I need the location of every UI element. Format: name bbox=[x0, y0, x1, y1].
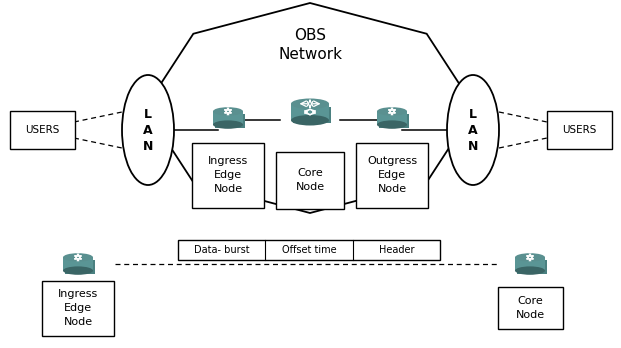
Ellipse shape bbox=[291, 98, 329, 109]
Ellipse shape bbox=[515, 267, 545, 275]
Ellipse shape bbox=[515, 253, 545, 262]
FancyBboxPatch shape bbox=[515, 258, 545, 271]
FancyBboxPatch shape bbox=[213, 111, 243, 125]
Text: USERS: USERS bbox=[25, 125, 59, 135]
FancyBboxPatch shape bbox=[42, 280, 114, 335]
Ellipse shape bbox=[63, 267, 93, 275]
Ellipse shape bbox=[377, 107, 407, 116]
FancyBboxPatch shape bbox=[497, 287, 563, 329]
FancyBboxPatch shape bbox=[546, 111, 612, 149]
FancyBboxPatch shape bbox=[377, 111, 407, 125]
FancyBboxPatch shape bbox=[293, 107, 331, 123]
Text: Header: Header bbox=[379, 245, 414, 255]
Ellipse shape bbox=[291, 115, 329, 126]
FancyBboxPatch shape bbox=[63, 258, 93, 271]
Ellipse shape bbox=[213, 107, 243, 116]
Text: OBS
Network: OBS Network bbox=[278, 28, 342, 62]
Ellipse shape bbox=[213, 120, 243, 129]
Text: Offset time: Offset time bbox=[282, 245, 337, 255]
Text: L
A
N: L A N bbox=[468, 108, 478, 152]
Text: Core
Node: Core Node bbox=[296, 168, 325, 192]
FancyBboxPatch shape bbox=[276, 151, 344, 208]
Ellipse shape bbox=[63, 253, 93, 262]
FancyBboxPatch shape bbox=[178, 240, 440, 260]
Text: USERS: USERS bbox=[562, 125, 596, 135]
Text: Ingress
Edge
Node: Ingress Edge Node bbox=[208, 156, 248, 194]
FancyBboxPatch shape bbox=[379, 114, 409, 128]
FancyBboxPatch shape bbox=[291, 104, 329, 120]
FancyBboxPatch shape bbox=[517, 260, 547, 274]
FancyBboxPatch shape bbox=[192, 142, 264, 207]
FancyBboxPatch shape bbox=[356, 142, 428, 207]
Text: Core
Node: Core Node bbox=[515, 296, 545, 320]
Text: Ingress
Edge
Node: Ingress Edge Node bbox=[58, 289, 98, 327]
FancyBboxPatch shape bbox=[215, 114, 245, 128]
Text: Outgress
Edge
Node: Outgress Edge Node bbox=[367, 156, 417, 194]
FancyBboxPatch shape bbox=[9, 111, 75, 149]
Text: L
A
N: L A N bbox=[143, 108, 153, 152]
Ellipse shape bbox=[377, 120, 407, 129]
Text: Data- burst: Data- burst bbox=[194, 245, 250, 255]
Ellipse shape bbox=[122, 75, 174, 185]
Ellipse shape bbox=[447, 75, 499, 185]
FancyBboxPatch shape bbox=[65, 260, 95, 274]
